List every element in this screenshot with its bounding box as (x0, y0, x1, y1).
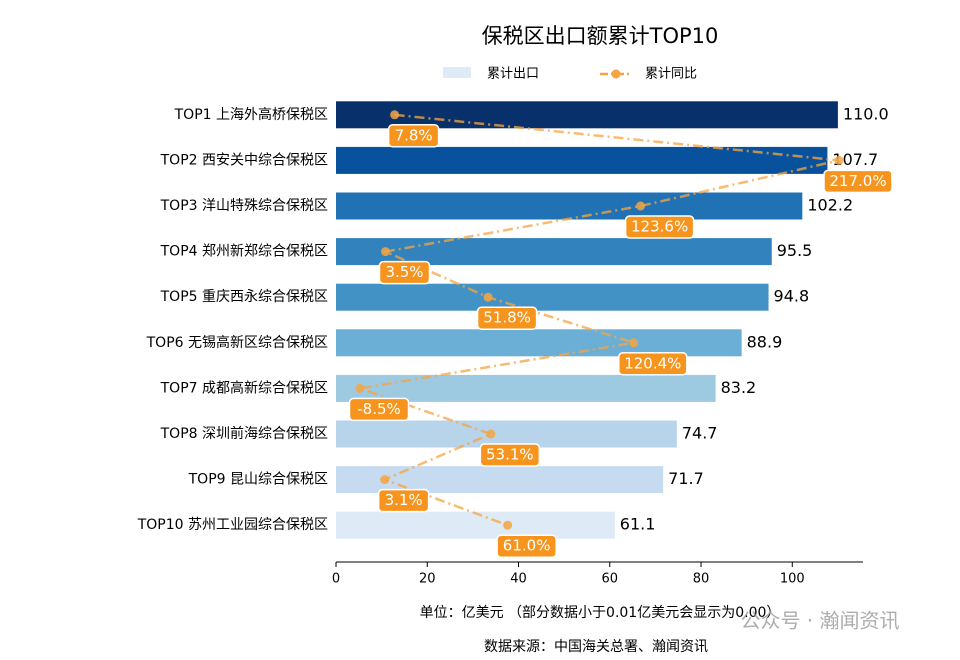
data-label: -8.5% (357, 400, 401, 418)
legend-marker (611, 69, 621, 79)
line-marker (355, 383, 365, 393)
data-label-box (624, 215, 695, 239)
y-tick-label: TOP6 无锡高新区综合保税区 (146, 334, 328, 351)
data-label: 51.8% (483, 309, 531, 327)
data-label: 53.1% (486, 446, 534, 464)
legend-label: 累计出口 (487, 67, 539, 82)
line-marker (380, 247, 390, 257)
x-tick-label: 0 (332, 572, 340, 587)
bar (336, 192, 803, 220)
y-tick-label: TOP8 深圳前海综合保税区 (160, 425, 328, 442)
y-tick-label: TOP5 重庆西永综合保税区 (160, 289, 328, 305)
line (359, 113, 840, 527)
bar-value-label: 110.0 (843, 104, 889, 123)
y-tick-label: TOP7 成都高新综合保税区 (160, 379, 328, 396)
line-marker (503, 520, 513, 530)
line-marker (629, 338, 639, 348)
y-tick-label: TOP3 洋山特殊综合保税区 (160, 198, 328, 214)
bar-value-label: 61.1 (620, 515, 656, 534)
bar (336, 511, 615, 539)
line-marker (390, 110, 400, 120)
chart-title: 保税区出口额累计TOP10 (482, 24, 719, 48)
bar-value-label: 74.7 (682, 424, 718, 443)
data-label: 217.0% (829, 172, 886, 190)
data-label-box (496, 534, 557, 558)
bar (336, 101, 838, 129)
bar-value-label: 102.2 (807, 196, 853, 215)
data-label-box (348, 397, 410, 422)
bar-value-label: 107.7 (832, 150, 878, 169)
data-label: 61.0% (503, 537, 551, 555)
data-label: 123.6% (631, 218, 688, 236)
bar-value-label: 94.8 (774, 287, 810, 306)
data-label: 7.8% (395, 126, 433, 144)
y-tick-label: TOP2 西安关中综合保税区 (160, 152, 328, 168)
y-tick-label: TOP9 昆山综合保税区 (188, 472, 328, 488)
bar (336, 466, 664, 494)
x-tick-label: 40 (510, 572, 527, 587)
data-label-box (823, 169, 893, 194)
data-label-box (378, 260, 431, 285)
bar (336, 374, 716, 402)
x-tick-label: 60 (601, 572, 618, 587)
bar (336, 146, 828, 174)
y-tick-label: TOP1 上海外高桥保税区 (174, 106, 328, 123)
line-marker (483, 292, 493, 302)
x-tick-label: 100 (780, 572, 805, 587)
line-marker (636, 201, 646, 211)
bar-value-label: 83.2 (721, 378, 757, 397)
x-tick-label: 20 (419, 572, 436, 587)
data-label-box (618, 352, 688, 376)
data-label-box (387, 124, 440, 148)
line-marker (486, 429, 496, 439)
bar (336, 283, 769, 311)
bar-value-label: 71.7 (668, 469, 704, 488)
source: 数据来源：中国海关总署、瀚闻资讯 (484, 639, 708, 655)
data-label-box (377, 488, 430, 513)
bar-value-label: 95.5 (777, 241, 813, 260)
y-tick-label: TOP10 苏州工业园综合保税区 (137, 517, 328, 533)
line-marker (380, 475, 390, 485)
x-tick-label: 80 (693, 572, 710, 587)
line-marker (834, 155, 844, 165)
data-label-box (479, 443, 541, 467)
legend-label: 累计同比 (645, 67, 697, 82)
data-label: 3.1% (385, 491, 423, 509)
y-tick-label: TOP4 郑州新郑综合保税区 (160, 244, 328, 260)
legend-swatch (443, 67, 471, 78)
bar (336, 329, 742, 357)
bar-value-label: 88.9 (747, 332, 783, 351)
bar (336, 420, 677, 448)
x-axis-label: 单位：亿美元 （部分数据小于0.01亿美元会显示为0.00） (420, 605, 781, 621)
data-label-box (476, 306, 538, 330)
watermark: 公众号 · 瀚闻资讯 (740, 609, 899, 633)
data-label: 3.5% (385, 263, 423, 281)
data-label: 120.4% (624, 354, 681, 372)
